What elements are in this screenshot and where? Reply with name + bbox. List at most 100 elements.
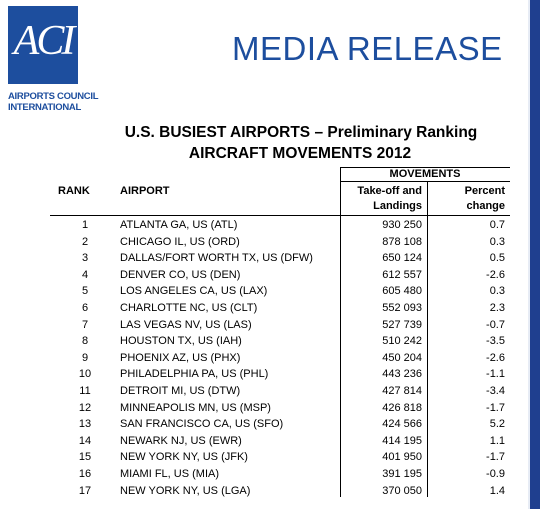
percent-change-cell: -1.1 (486, 368, 505, 381)
percent-change-cell: 5.2 (489, 418, 505, 431)
airport-cell: PHOENIX AZ, US (PHX) (120, 351, 241, 364)
table-row: 15 NEW YORK NY, US (JFK) 401 950 -1.7 (50, 449, 510, 466)
percent-change-cell: 0.3 (489, 285, 505, 298)
airport-cell: ATLANTA GA, US (ATL) (120, 219, 238, 231)
airport-cell: PHILADELPHIA PA, US (PHL) (120, 368, 269, 381)
movements-cell: 878 108 (382, 235, 422, 248)
header-movements: MOVEMENTS (389, 168, 461, 180)
table-row: 7 LAS VEGAS NV, US (LAS) 527 739 -0.7 (50, 317, 510, 334)
logo-text-line1: AIRPORTS COUNCIL (8, 91, 99, 102)
percent-change-cell: 0.3 (489, 235, 505, 248)
rank-cell: 5 (81, 285, 89, 298)
rank-cell: 6 (81, 302, 89, 314)
movements-cell: 930 250 (382, 219, 422, 231)
header-bottom-border (50, 215, 510, 216)
airport-cell: CHARLOTTE NC, US (CLT) (120, 302, 258, 314)
airport-cell: DENVER CO, US (DEN) (120, 268, 241, 281)
slide-border-bar (528, 0, 540, 509)
rank-cell: 10 (78, 368, 92, 381)
movements-cell: 401 950 (382, 451, 422, 464)
percent-change-cell: -1.7 (486, 401, 505, 414)
rank-cell: 17 (78, 484, 92, 497)
airport-cell: NEW YORK NY, US (JFK) (120, 451, 248, 464)
airport-cell: SAN FRANCISCO CA, US (SFO) (120, 418, 284, 431)
movements-cell: 510 242 (382, 335, 422, 348)
logo-mark: ACI (13, 18, 76, 64)
percent-change-cell: 1.4 (489, 484, 505, 497)
movements-cell: 414 195 (382, 434, 422, 447)
table-row: 6 CHARLOTTE NC, US (CLT) 552 093 2.3 (50, 300, 510, 317)
airport-cell: NEW YORK NY, US (LGA) (120, 484, 251, 497)
table-row: 8 HOUSTON TX, US (IAH) 510 242 -3.5 (50, 333, 510, 350)
airport-cell: MINNEAPOLIS MN, US (MSP) (120, 401, 271, 414)
table-row: 16 MIAMI FL, US (MIA) 391 195 -0.9 (50, 466, 510, 483)
percent-change-cell: 0.7 (489, 219, 505, 231)
movements-cell: 605 480 (382, 285, 422, 298)
percent-column-border (427, 181, 428, 497)
rank-cell: 7 (81, 318, 89, 331)
header-takeoff-line1: Take-off and (357, 185, 422, 197)
header-airport: AIRPORT (120, 185, 170, 197)
rank-cell: 15 (78, 451, 92, 464)
header-takeoff-line2: Landings (373, 200, 422, 212)
movements-cell: 427 814 (382, 385, 422, 397)
table-row: 3 DALLAS/FORT WORTH TX, US (DFW) 650 124 0.… (50, 250, 510, 267)
table-row: 1 ATLANTA GA, US (ATL) 930 250 0.7 (50, 217, 510, 234)
document-title: U.S. BUSIEST AIRPORTS – Preliminary Rank… (124, 124, 478, 141)
airport-cell: CHICAGO IL, US (ORD) (120, 235, 240, 248)
percent-change-cell: -0.9 (486, 468, 505, 480)
rank-cell: 1 (81, 219, 89, 231)
airport-cell: NEWARK NJ, US (EWR) (120, 434, 242, 447)
movements-cell: 650 124 (382, 252, 422, 265)
logo-text-line2: INTERNATIONAL (8, 102, 81, 113)
rank-cell: 4 (81, 268, 89, 281)
percent-change-cell: 2.3 (489, 302, 505, 314)
header-rank: RANK (58, 185, 90, 197)
table-row: 12 MINNEAPOLIS MN, US (MSP) 426 818 -1.7 (50, 400, 510, 417)
movements-cell: 527 739 (382, 318, 422, 331)
table-top-border (340, 167, 510, 168)
percent-change-cell: -3.4 (486, 385, 505, 397)
percent-change-cell: -0.7 (486, 318, 505, 331)
rank-cell: 8 (81, 335, 89, 348)
airport-cell: LAS VEGAS NV, US (LAS) (120, 318, 252, 331)
percent-change-cell: -3.5 (486, 335, 505, 348)
table-row: 11 DETROIT MI, US (DTW) 427 814 -3.4 (50, 383, 510, 400)
table-row: 10 PHILADELPHIA PA, US (PHL) 443 236 -1.1 (50, 366, 510, 383)
rank-cell: 16 (78, 468, 92, 480)
movements-cell: 391 195 (382, 468, 422, 480)
movements-cell: 370 050 (382, 484, 422, 497)
movements-cell: 426 818 (382, 401, 422, 414)
table-row: 2 CHICAGO IL, US (ORD) 878 108 0.3 (50, 234, 510, 251)
airport-cell: LOS ANGELES CA, US (LAX) (120, 285, 268, 298)
table-row: 13 SAN FRANCISCO CA, US (SFO) 424 566 5.2 (50, 416, 510, 433)
percent-change-cell: 1.1 (489, 434, 505, 447)
header-percent-line1: Percent (464, 185, 505, 197)
table-row: 9 PHOENIX AZ, US (PHX) 450 204 -2.6 (50, 350, 510, 367)
airport-cell: DALLAS/FORT WORTH TX, US (DFW) (120, 252, 313, 265)
percent-change-cell: -2.6 (486, 268, 505, 281)
movements-cell: 443 236 (382, 368, 422, 381)
header-percent-line2: change (466, 200, 505, 212)
movements-cell: 424 566 (382, 418, 422, 431)
aci-logo: ACI AIRPORTS COUNCIL INTERNATIONAL (8, 6, 99, 118)
table-row: 17 NEW YORK NY, US (LGA) 370 050 1.4 (50, 483, 510, 500)
rank-cell: 3 (81, 252, 89, 265)
percent-change-cell: -2.6 (486, 351, 505, 364)
airport-cell: MIAMI FL, US (MIA) (120, 468, 219, 480)
document-subtitle: AIRCRAFT MOVEMENTS 2012 (188, 145, 412, 162)
movements-divider (340, 181, 510, 182)
rank-cell: 2 (81, 235, 89, 248)
airport-cell: DETROIT MI, US (DTW) (120, 385, 241, 397)
rank-cell: 12 (78, 401, 92, 414)
rank-cell: 9 (81, 351, 89, 364)
movements-cell: 612 557 (382, 268, 422, 281)
rank-cell: 11 (79, 385, 91, 397)
table-row: 5 LOS ANGELES CA, US (LAX) 605 480 0.3 (50, 283, 510, 300)
logo-emblem: ACI (8, 6, 78, 84)
percent-change-cell: -1.7 (486, 451, 505, 464)
movements-cell: 450 204 (382, 351, 422, 364)
airport-cell: HOUSTON TX, US (IAH) (120, 335, 242, 348)
movements-cell: 552 093 (382, 302, 422, 314)
rank-cell: 14 (78, 434, 92, 447)
